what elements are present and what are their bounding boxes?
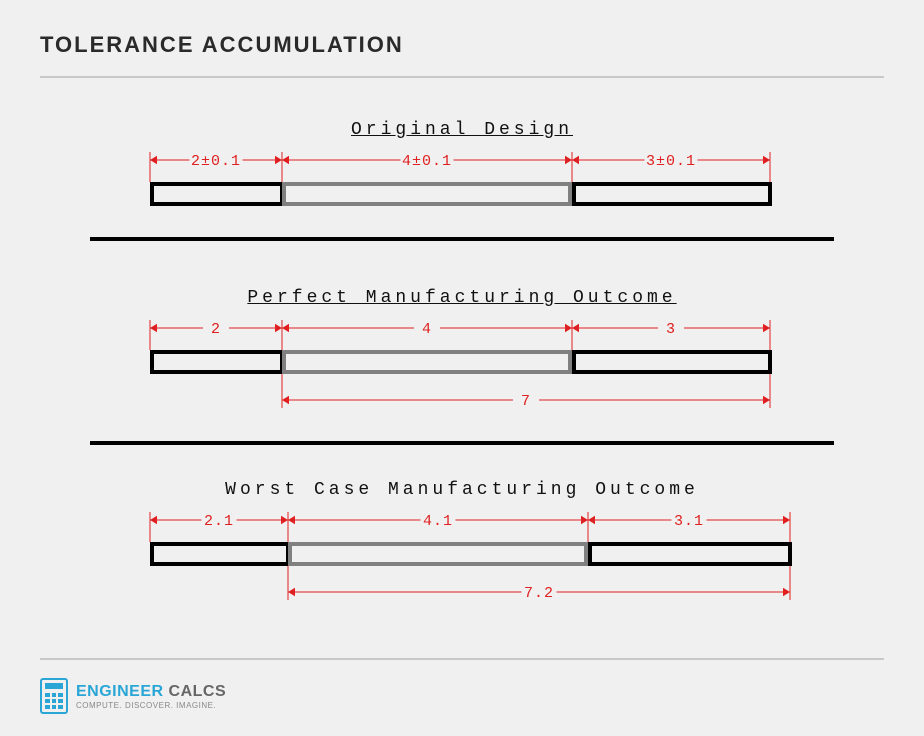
diagram-perfect: 2 4 3 7	[0, 310, 924, 427]
brand-text: ENGINEER CALCS COMPUTE. DISCOVER. IMAGIN…	[76, 683, 226, 710]
divider-bottom	[40, 658, 884, 660]
svg-text:3: 3	[666, 321, 676, 338]
svg-text:3±0.1: 3±0.1	[646, 153, 696, 170]
svg-text:4±0.1: 4±0.1	[402, 153, 452, 170]
brand-tagline: COMPUTE. DISCOVER. IMAGINE.	[76, 701, 226, 710]
section-divider-1	[90, 236, 834, 242]
svg-text:2: 2	[211, 321, 221, 338]
section-label-worst: Worst Case Manufacturing Outcome	[0, 480, 924, 500]
brand-name-1: ENGINEER	[76, 683, 169, 700]
brand-logo: ENGINEER CALCS COMPUTE. DISCOVER. IMAGIN…	[40, 678, 226, 714]
svg-text:2.1: 2.1	[204, 513, 234, 530]
divider-top	[40, 76, 884, 78]
svg-text:4: 4	[422, 321, 432, 338]
svg-text:7: 7	[521, 393, 531, 410]
svg-text:2±0.1: 2±0.1	[191, 153, 241, 170]
diagram-worst: 2.1 4.1 3.1 7.2	[0, 502, 924, 619]
svg-text:4.1: 4.1	[423, 513, 453, 530]
page-title: TOLERANCE ACCUMULATION	[40, 32, 404, 58]
brand-name-2: CALCS	[169, 683, 227, 700]
section-label-perfect: Perfect Manufacturing Outcome	[0, 288, 924, 308]
diagram-original: 2±0.1 4±0.1 3±0.1	[0, 142, 924, 223]
section-divider-2	[90, 440, 834, 446]
calculator-icon	[40, 678, 68, 714]
svg-text:7.2: 7.2	[524, 585, 554, 602]
section-label-original: Original Design	[0, 120, 924, 140]
svg-text:3.1: 3.1	[674, 513, 704, 530]
